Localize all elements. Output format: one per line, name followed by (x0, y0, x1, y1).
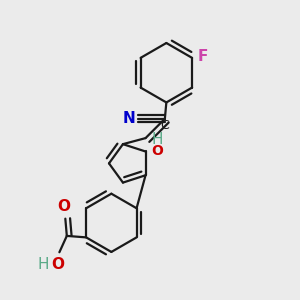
Text: O: O (151, 144, 163, 158)
Text: H: H (152, 132, 163, 147)
Text: H: H (38, 257, 49, 272)
Text: O: O (51, 257, 64, 272)
Text: O: O (57, 199, 70, 214)
Text: N: N (122, 111, 135, 126)
Text: C: C (160, 119, 169, 132)
Text: F: F (197, 50, 208, 64)
